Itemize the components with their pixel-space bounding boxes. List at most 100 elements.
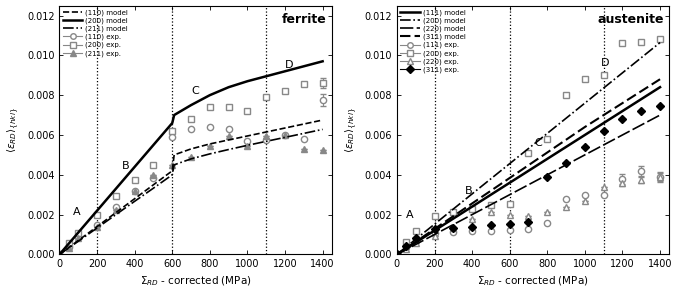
(110) model (130, 197, 139, 201)
(311) model (411, 240, 420, 243)
Line: (200) model: (200) model (60, 61, 323, 254)
(200) model (468, 192, 476, 196)
(220) model (543, 173, 551, 177)
Text: D: D (602, 58, 610, 68)
(211) model (168, 173, 177, 177)
(110) model (318, 118, 327, 122)
(311) model (487, 189, 495, 193)
Y-axis label: $\langle \varepsilon_{RD} \rangle_{\{hkl\}}$: $\langle \varepsilon_{RD} \rangle_{\{hkl… (5, 107, 22, 153)
(200) model (600, 86, 608, 90)
(211) model (299, 132, 308, 135)
(220) model (619, 133, 627, 137)
Text: ferrite: ferrite (282, 13, 327, 26)
Legend: (111) model, (200) model, (220) model, (311) model, (111) exp., (200) exp., (220: (111) model, (200) model, (220) model, (… (399, 8, 467, 75)
(211) model (130, 200, 139, 203)
(111) model (506, 181, 514, 185)
(311) model (393, 253, 401, 256)
(211) model (93, 226, 101, 230)
(200) model (619, 71, 627, 75)
Text: C: C (534, 138, 542, 148)
(111) model (449, 217, 458, 220)
(220) model (430, 233, 439, 236)
X-axis label: $\Sigma_{RD}$ - corrected (MPa): $\Sigma_{RD}$ - corrected (MPa) (140, 275, 252, 288)
Text: A: A (406, 210, 414, 220)
(211) model (56, 253, 64, 256)
(200) model (487, 177, 495, 181)
(220) model (656, 113, 664, 117)
(111) model (393, 253, 401, 256)
(220) model (393, 253, 401, 256)
(311) model (543, 151, 551, 154)
(200) model (262, 74, 270, 78)
(111) model (619, 109, 627, 113)
(110) model (170, 153, 178, 157)
(110) model (56, 253, 64, 256)
Line: (111) model: (111) model (397, 87, 660, 254)
(200) model (281, 69, 289, 73)
(200) model (74, 231, 82, 234)
(211) model (262, 140, 270, 143)
(110) model (206, 142, 214, 146)
(211) model (74, 240, 82, 243)
Text: B: B (122, 161, 129, 171)
(220) model (600, 143, 608, 147)
(200) model (449, 207, 458, 211)
(200) model (581, 101, 589, 105)
(200) model (243, 79, 251, 83)
Text: austenite: austenite (598, 13, 664, 26)
(311) model (619, 101, 627, 105)
(200) model (637, 56, 645, 59)
(200) model (506, 162, 514, 166)
Text: C: C (191, 86, 199, 96)
(110) model (93, 225, 101, 228)
Line: (211) model: (211) model (60, 129, 323, 254)
(220) model (468, 213, 476, 216)
(200) model (299, 64, 308, 68)
(200) model (93, 209, 101, 212)
(110) model (299, 122, 308, 126)
(110) model (262, 130, 270, 134)
(220) model (562, 163, 570, 167)
(220) model (449, 223, 458, 226)
(200) model (187, 103, 195, 107)
Text: A: A (73, 207, 80, 217)
(200) model (430, 222, 439, 226)
(200) model (524, 147, 532, 150)
(111) model (524, 169, 532, 173)
(211) model (318, 128, 327, 131)
(200) model (318, 60, 327, 63)
(311) model (562, 138, 570, 141)
(110) model (74, 239, 82, 242)
(311) model (600, 113, 608, 117)
(111) model (562, 145, 570, 149)
(111) model (487, 193, 495, 196)
(110) model (225, 138, 233, 142)
(220) model (487, 203, 495, 206)
(211) model (170, 163, 178, 167)
(111) model (468, 205, 476, 208)
(200) model (411, 238, 420, 241)
(110) model (187, 147, 195, 151)
(311) model (656, 77, 664, 81)
(311) model (581, 125, 589, 129)
(110) model (243, 134, 251, 138)
Line: (200) model: (200) model (397, 43, 660, 254)
(200) model (168, 121, 177, 125)
(200) model (112, 187, 120, 191)
(311) model (524, 163, 532, 167)
(311) model (468, 202, 476, 205)
(200) model (543, 132, 551, 135)
Legend: (110) model, (200) model, (211) model, (110) exp., (200) exp., (211) exp.: (110) model, (200) model, (211) model, (… (62, 8, 130, 58)
(200) model (130, 165, 139, 168)
(220) model (411, 243, 420, 246)
(200) model (149, 143, 158, 147)
Line: (110) model: (110) model (60, 120, 323, 254)
(211) model (225, 148, 233, 151)
(111) model (430, 229, 439, 232)
(200) model (225, 86, 233, 89)
(200) model (170, 113, 178, 117)
(110) model (168, 169, 177, 173)
(111) model (543, 157, 551, 161)
(220) model (637, 123, 645, 127)
(311) model (430, 227, 439, 231)
